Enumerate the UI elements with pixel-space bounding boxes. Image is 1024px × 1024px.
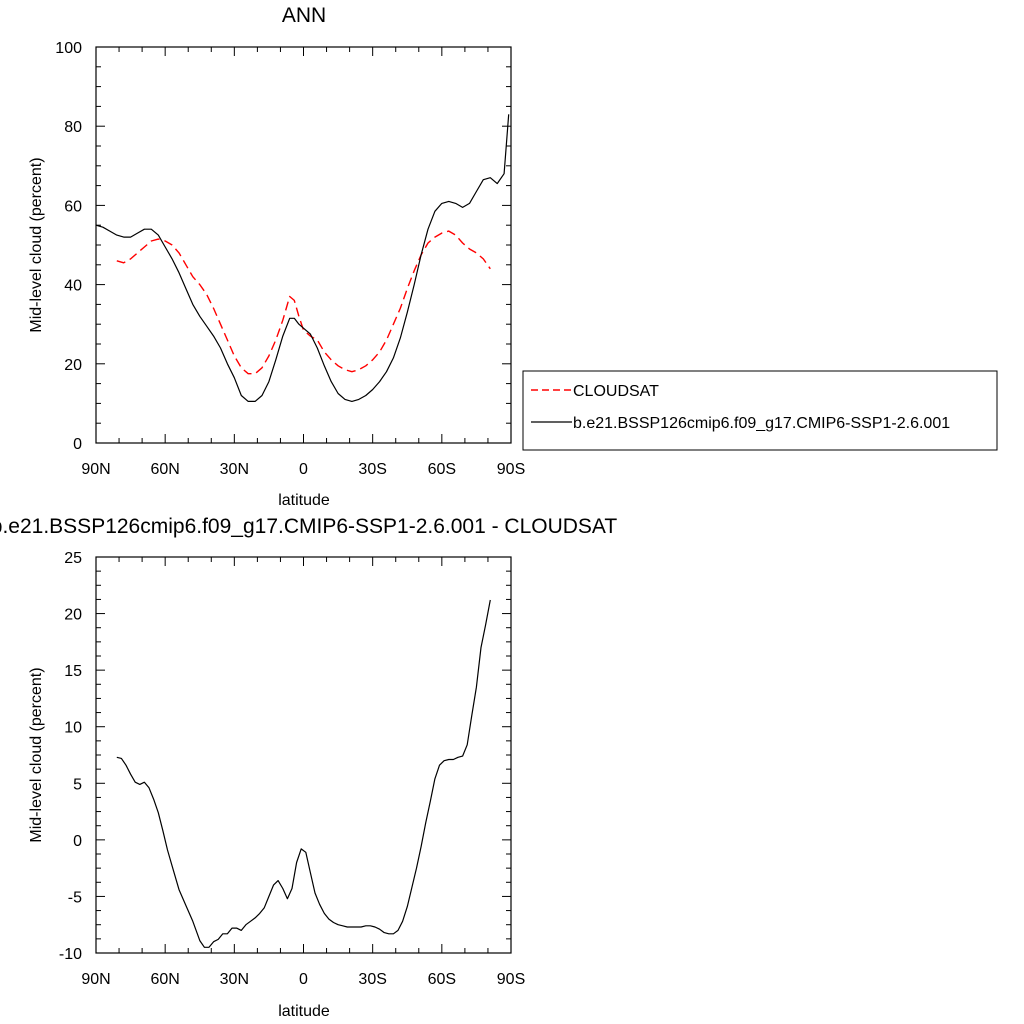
x-tick-label: 90S (497, 461, 525, 478)
y-tick-label: 0 (73, 436, 82, 453)
bottom-axes: 90N 60N 30N 0 30S 60S 90S -10 -5 0 5 10 15 20 25 (59, 550, 525, 988)
top-panel: ANN 90N 60N 30N 0 30S 60S 90S 0 20 40 60 80 100 lati… (28, 4, 525, 509)
bottom-ylabel: Mid-level cloud (percent) (28, 667, 45, 842)
y-tick-label: 25 (64, 550, 82, 567)
series-line-0 (116, 230, 491, 375)
y-tick-label: 5 (73, 776, 82, 793)
top-ylabel: Mid-level cloud (percent) (28, 157, 45, 332)
x-tick-label: 90N (81, 461, 110, 478)
legend-box (522, 370, 998, 451)
legend-label-model: b.e21.BSSP126cmip6.f09_g17.CMIP6-SSP1-2.… (573, 415, 950, 432)
legend-label-cloudsat: CLOUDSAT (573, 383, 659, 400)
series-line-1 (95, 114, 510, 402)
y-tick-label: 80 (64, 119, 82, 136)
x-tick-label: 60N (150, 461, 179, 478)
top-plot-frame (95, 46, 512, 444)
y-tick-label: 40 (64, 278, 82, 295)
x-tick-label: 30S (358, 461, 386, 478)
x-tick-label: 90S (497, 971, 525, 988)
legend: CLOUDSAT b.e21.BSSP126cmip6.f09_g17.CMIP… (522, 370, 998, 451)
x-tick-label: 30N (220, 971, 249, 988)
top-series-lines (95, 114, 510, 402)
x-tick-label: 60S (428, 971, 456, 988)
top-xlabel: latitude (278, 492, 330, 509)
x-tick-label: 0 (299, 461, 308, 478)
x-tick-label: 30N (220, 461, 249, 478)
y-tick-label: 60 (64, 198, 82, 215)
y-tick-label: 20 (64, 607, 82, 624)
y-tick-label: -5 (68, 889, 82, 906)
x-tick-label: 90N (81, 971, 110, 988)
y-tick-label: 10 (64, 720, 82, 737)
bottom-series-lines (116, 599, 491, 948)
y-tick-label: 0 (73, 833, 82, 850)
y-tick-label: -10 (59, 946, 82, 963)
y-tick-label: 15 (64, 663, 82, 680)
top-axes: 90N 60N 30N 0 30S 60S 90S 0 20 40 60 80 100 (55, 40, 525, 478)
y-tick-label: 100 (55, 40, 82, 57)
x-tick-label: 60S (428, 461, 456, 478)
bottom-xlabel: latitude (278, 1003, 330, 1020)
x-tick-label: 30S (358, 971, 386, 988)
y-tick-label: 20 (64, 357, 82, 374)
series-line-0 (116, 599, 491, 948)
bottom-panel: b.e21.BSSP126cmip6.f09_g17.CMIP6-SSP1-2.… (0, 515, 617, 1020)
bottom-title: b.e21.BSSP126cmip6.f09_g17.CMIP6-SSP1-2.… (0, 515, 617, 538)
x-tick-label: 0 (299, 971, 308, 988)
x-tick-label: 60N (150, 971, 179, 988)
bottom-plot-frame (95, 556, 512, 954)
top-title: ANN (282, 4, 326, 27)
